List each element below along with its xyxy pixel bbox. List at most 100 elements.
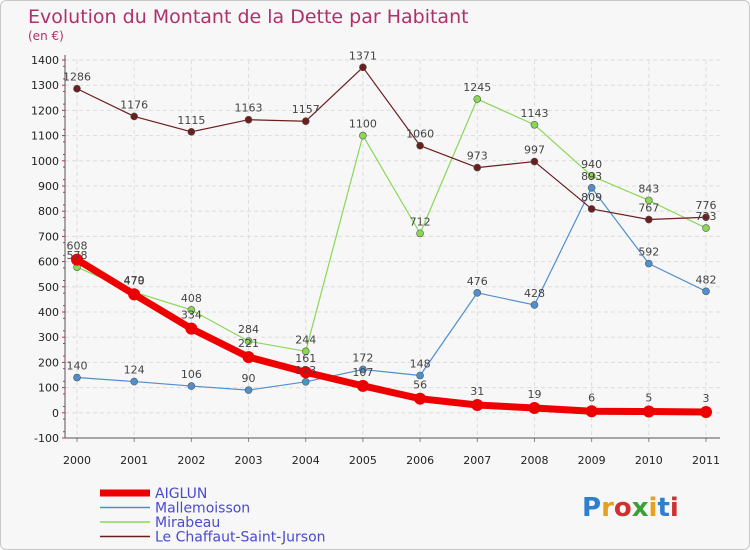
data-point bbox=[71, 253, 83, 266]
data-point bbox=[130, 377, 138, 386]
data-label: 893 bbox=[581, 170, 602, 183]
data-point bbox=[128, 288, 141, 301]
data-point bbox=[187, 128, 196, 136]
data-point bbox=[645, 196, 653, 205]
data-point bbox=[528, 402, 541, 415]
y-tick-label: 600 bbox=[38, 256, 59, 269]
x-tick-label: 2011 bbox=[692, 454, 720, 467]
grid bbox=[65, 59, 720, 439]
x-tick-label: 2002 bbox=[177, 454, 205, 467]
data-point bbox=[587, 183, 596, 192]
x-tick-label: 2010 bbox=[635, 454, 663, 467]
data-point bbox=[242, 351, 255, 364]
data-label: 124 bbox=[124, 364, 145, 377]
y-tick-label: 700 bbox=[38, 230, 59, 243]
data-label: 470 bbox=[124, 274, 145, 287]
data-label: 19 bbox=[527, 388, 541, 401]
data-label: 733 bbox=[696, 210, 717, 223]
data-label: 172 bbox=[352, 351, 373, 364]
logo-letter: t bbox=[657, 493, 669, 523]
y-tick-label: 100 bbox=[38, 382, 59, 395]
data-label: 221 bbox=[238, 337, 259, 350]
series-group bbox=[71, 63, 712, 419]
data-point bbox=[645, 259, 653, 268]
data-point bbox=[700, 406, 712, 419]
data-label: 809 bbox=[581, 191, 602, 204]
data-point bbox=[416, 371, 424, 380]
data-point bbox=[530, 157, 539, 166]
data-label: 334 bbox=[181, 309, 202, 322]
data-label: 1163 bbox=[235, 102, 263, 115]
x-tick-label: 2005 bbox=[349, 454, 377, 467]
data-label: 5 bbox=[645, 392, 652, 405]
chart-subtitle: (en €) bbox=[28, 29, 64, 43]
data-label: 973 bbox=[467, 150, 488, 163]
data-label: 1157 bbox=[292, 103, 320, 116]
data-point bbox=[416, 229, 424, 238]
y-tick-label: 200 bbox=[38, 356, 59, 369]
legend-label: Mallemoisson bbox=[155, 501, 250, 517]
chart-title: Evolution du Montant de la Dette par Hab… bbox=[28, 6, 469, 28]
data-label: 1286 bbox=[63, 71, 91, 84]
x-tick-label: 2008 bbox=[520, 454, 548, 467]
y-tick-label: -100 bbox=[34, 432, 59, 445]
data-point bbox=[530, 301, 539, 309]
logo-letter: P bbox=[582, 493, 601, 523]
data-point bbox=[471, 398, 484, 411]
data-label: 3 bbox=[703, 392, 710, 405]
data-label: 476 bbox=[467, 275, 488, 288]
axes: -100 0 100 200 300 400 500 600 700 800 900 1000 1100… bbox=[31, 54, 720, 467]
data-label: 161 bbox=[295, 352, 316, 365]
y-tick-label: 900 bbox=[38, 180, 59, 193]
data-point bbox=[702, 224, 710, 232]
data-point bbox=[301, 117, 310, 126]
logo-letter: i bbox=[670, 493, 679, 523]
x-tick-label: 2009 bbox=[578, 454, 606, 467]
proxiti-logo: Proxiti bbox=[582, 493, 679, 523]
data-label: 106 bbox=[181, 368, 202, 381]
data-label: 578 bbox=[67, 249, 88, 262]
data-point bbox=[416, 141, 424, 150]
legend-label: Mirabeau bbox=[155, 515, 220, 531]
data-point bbox=[73, 84, 81, 93]
data-label: 148 bbox=[410, 358, 431, 371]
data-label: 1115 bbox=[177, 114, 205, 127]
x-tick-label: 2001 bbox=[120, 454, 148, 467]
data-label: 284 bbox=[238, 323, 259, 336]
data-label: 479 bbox=[124, 274, 145, 287]
data-point bbox=[645, 215, 653, 224]
legend-label: AIGLUN bbox=[155, 486, 207, 502]
data-point bbox=[359, 63, 367, 72]
data-label: 6 bbox=[588, 391, 595, 404]
data-label: 1060 bbox=[406, 128, 434, 141]
y-tick-label: 1000 bbox=[31, 155, 59, 168]
data-point bbox=[585, 405, 598, 418]
data-label: 408 bbox=[181, 292, 202, 305]
data-point bbox=[185, 322, 198, 335]
x-tick-label: 2000 bbox=[63, 454, 91, 467]
data-label: 56 bbox=[413, 379, 427, 392]
data-label: 712 bbox=[410, 215, 431, 228]
data-label: 31 bbox=[470, 385, 484, 398]
data-labels: 140 124 106 90 123 172 148 476 428 893 592 482 578 47… bbox=[63, 49, 717, 405]
data-point bbox=[642, 405, 655, 418]
data-point bbox=[473, 289, 482, 297]
data-label: 244 bbox=[295, 333, 316, 346]
data-point bbox=[414, 392, 427, 405]
data-point bbox=[244, 386, 253, 394]
y-tick-label: 0 bbox=[52, 407, 59, 420]
data-point bbox=[587, 172, 596, 180]
y-tick-label: 400 bbox=[38, 306, 59, 319]
data-point bbox=[130, 112, 138, 121]
data-point bbox=[73, 373, 81, 382]
data-point bbox=[187, 382, 196, 390]
logo-letter: x bbox=[632, 493, 649, 523]
data-point bbox=[587, 205, 596, 213]
y-tick-label: 1100 bbox=[31, 130, 59, 143]
data-point bbox=[301, 347, 310, 356]
data-label: 428 bbox=[524, 287, 545, 300]
data-label: 1371 bbox=[349, 49, 377, 62]
data-label: 107 bbox=[352, 366, 373, 379]
